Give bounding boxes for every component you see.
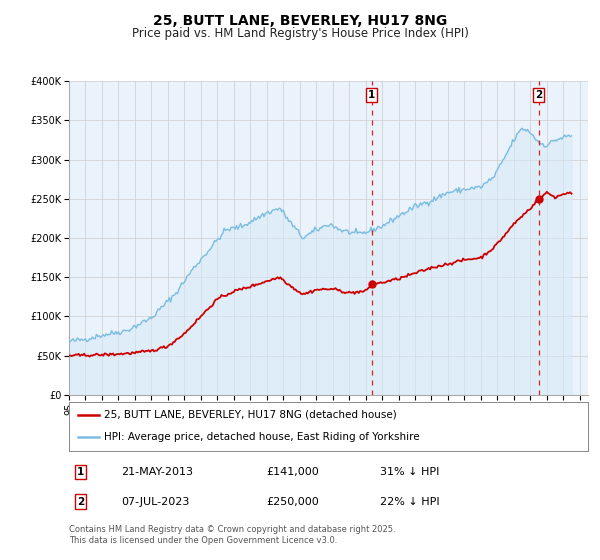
Text: 1: 1 xyxy=(77,467,84,477)
Text: 21-MAY-2013: 21-MAY-2013 xyxy=(121,467,193,477)
Text: 25, BUTT LANE, BEVERLEY, HU17 8NG (detached house): 25, BUTT LANE, BEVERLEY, HU17 8NG (detac… xyxy=(104,410,397,420)
Text: Contains HM Land Registry data © Crown copyright and database right 2025.
This d: Contains HM Land Registry data © Crown c… xyxy=(69,525,395,545)
Text: 22% ↓ HPI: 22% ↓ HPI xyxy=(380,497,440,507)
Text: £141,000: £141,000 xyxy=(266,467,319,477)
Text: £250,000: £250,000 xyxy=(266,497,319,507)
Text: 25, BUTT LANE, BEVERLEY, HU17 8NG: 25, BUTT LANE, BEVERLEY, HU17 8NG xyxy=(153,14,447,28)
Text: HPI: Average price, detached house, East Riding of Yorkshire: HPI: Average price, detached house, East… xyxy=(104,432,420,442)
Text: 07-JUL-2023: 07-JUL-2023 xyxy=(121,497,189,507)
Text: 1: 1 xyxy=(368,90,376,100)
Text: 31% ↓ HPI: 31% ↓ HPI xyxy=(380,467,440,477)
Text: 2: 2 xyxy=(77,497,84,507)
Text: 2: 2 xyxy=(535,90,542,100)
Text: Price paid vs. HM Land Registry's House Price Index (HPI): Price paid vs. HM Land Registry's House … xyxy=(131,27,469,40)
